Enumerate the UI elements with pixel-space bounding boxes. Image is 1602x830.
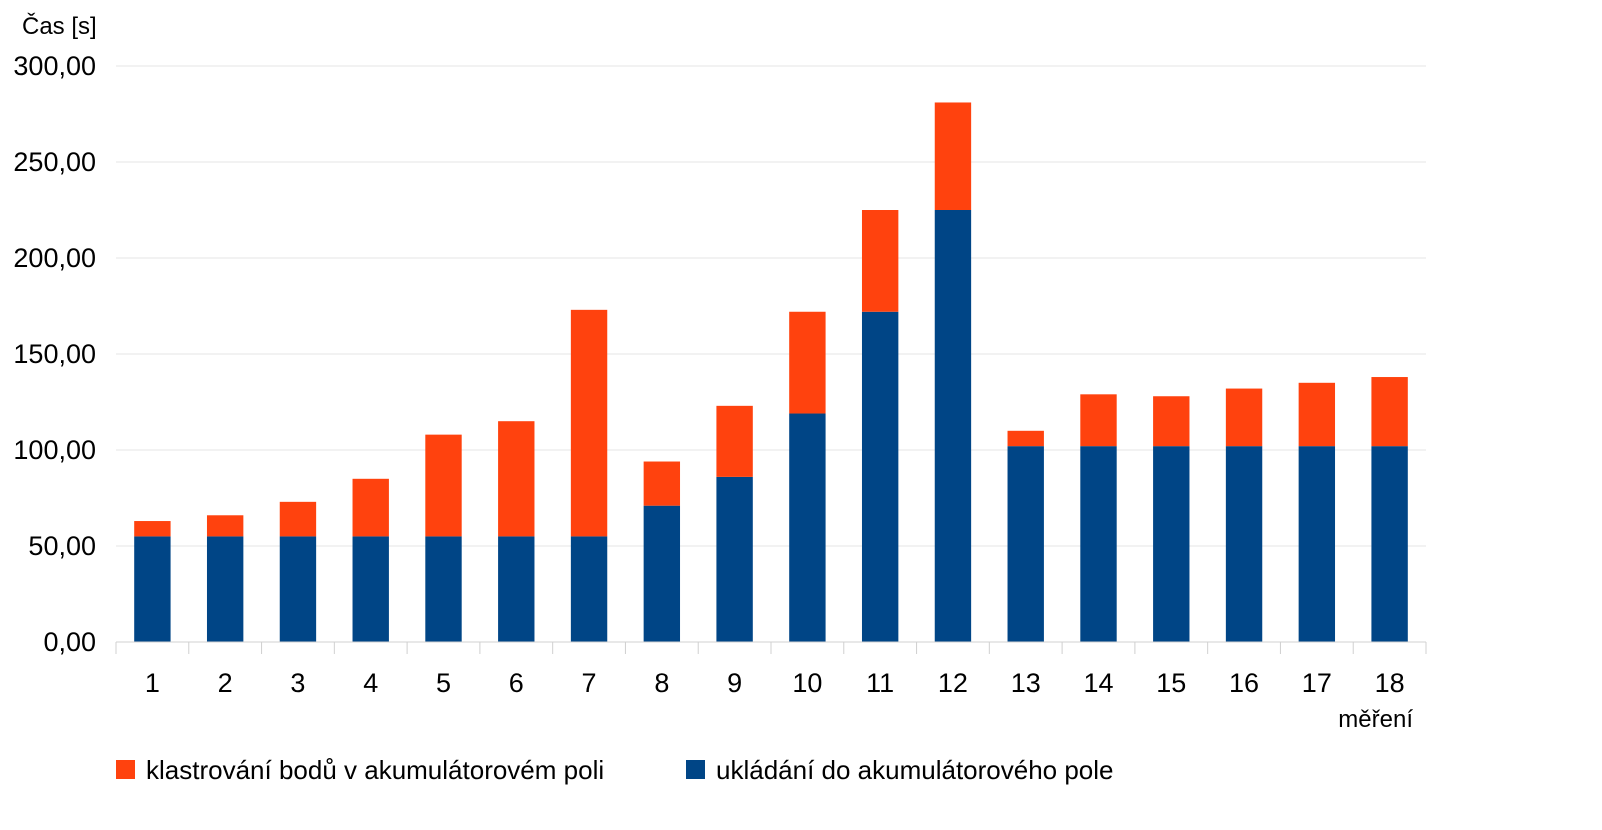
- bar-segment-series-1-cat-18: [1371, 377, 1408, 447]
- bar-segment-series-1-cat-9: [716, 405, 753, 477]
- bar-segment-series-1-cat-2: [206, 515, 244, 537]
- bar-segment-series-0-cat-13: [1007, 446, 1044, 642]
- x-tick-label: 7: [582, 668, 597, 698]
- bar-segment-series-0-cat-15: [1153, 446, 1190, 642]
- legend-swatch: [116, 760, 135, 779]
- grid-lines: [116, 65, 1426, 643]
- x-tick-label: 3: [290, 668, 305, 698]
- bar-segment-series-0-cat-5: [425, 536, 462, 642]
- bar-segment-series-1-cat-17: [1298, 382, 1336, 447]
- bar-segment-series-0-cat-3: [279, 536, 317, 642]
- x-tick-label: 15: [1156, 668, 1186, 698]
- x-tick-label: 17: [1302, 668, 1332, 698]
- bar-segment-series-1-cat-7: [570, 309, 608, 537]
- bar-segment-series-1-cat-8: [643, 461, 681, 506]
- x-tick-label: 12: [938, 668, 968, 698]
- axes: 0,00 50,00 100,00 150,00 200,00 250,00 300,00 1…: [13, 51, 1427, 698]
- x-tick-label: 2: [218, 668, 233, 698]
- legend-label: ukládání do akumulátorového pole: [716, 755, 1114, 785]
- x-tick-label: 9: [727, 668, 742, 698]
- bar-segment-series-1-cat-6: [498, 421, 535, 537]
- bar-segment-series-0-cat-4: [352, 536, 389, 642]
- bar-segment-series-0-cat-9: [716, 476, 753, 642]
- bar-segment-series-1-cat-16: [1225, 388, 1263, 447]
- bars: [134, 102, 1408, 642]
- bar-segment-series-0-cat-1: [134, 536, 171, 642]
- y-axis-title: Čas [s]: [22, 12, 97, 40]
- bar-segment-series-1-cat-3: [279, 501, 317, 537]
- x-tick-label: 18: [1375, 668, 1405, 698]
- x-tick-label: 14: [1083, 668, 1113, 698]
- bar-segment-series-0-cat-12: [934, 210, 972, 642]
- bar-segment-series-1-cat-13: [1007, 430, 1044, 447]
- y-tick-label: 200,00: [13, 243, 96, 273]
- legend: klastrování bodů v akumulátorovém poli uk…: [116, 755, 1114, 785]
- bar-segment-series-0-cat-14: [1080, 446, 1117, 642]
- x-tick-label: 6: [509, 668, 524, 698]
- bar-segment-series-0-cat-6: [498, 536, 535, 642]
- y-tick-label: 300,00: [13, 51, 96, 81]
- bar-segment-series-1-cat-15: [1153, 396, 1190, 447]
- legend-label: klastrování bodů v akumulátorovém poli: [146, 755, 604, 785]
- x-axis-title: měření: [1338, 706, 1413, 733]
- y-tick-label: 0,00: [43, 627, 96, 657]
- bar-segment-series-0-cat-2: [206, 536, 244, 642]
- bar-segment-series-1-cat-14: [1080, 394, 1117, 447]
- bar-segment-series-1-cat-11: [861, 210, 899, 312]
- y-tick-label: 250,00: [13, 147, 96, 177]
- bar-segment-series-1-cat-10: [789, 311, 826, 414]
- x-tick-label: 16: [1229, 668, 1259, 698]
- x-tick-label: 4: [363, 668, 378, 698]
- bar-segment-series-0-cat-7: [570, 536, 608, 642]
- bar-segment-series-1-cat-5: [425, 434, 462, 537]
- bar-segment-series-0-cat-18: [1371, 446, 1408, 642]
- y-tick-label: 100,00: [13, 435, 96, 465]
- y-tick-label: 150,00: [13, 339, 96, 369]
- bar-segment-series-1-cat-4: [352, 478, 389, 537]
- bar-segment-series-0-cat-17: [1298, 446, 1336, 642]
- bar-segment-series-0-cat-10: [789, 413, 826, 642]
- bar-segment-series-0-cat-8: [643, 505, 681, 642]
- x-tick-label: 8: [654, 668, 669, 698]
- x-tick-label: 5: [436, 668, 451, 698]
- bar-segment-series-1-cat-12: [934, 102, 972, 210]
- legend-swatch: [686, 760, 705, 779]
- x-tick-label: 13: [1011, 668, 1041, 698]
- y-tick-label: 50,00: [28, 531, 96, 561]
- bar-segment-series-0-cat-16: [1225, 446, 1263, 642]
- x-tick-label: 10: [792, 668, 822, 698]
- bar-segment-series-1-cat-1: [134, 521, 171, 537]
- bar-segment-series-0-cat-11: [861, 311, 899, 642]
- x-tick-label: 1: [145, 668, 160, 698]
- x-tick-label: 11: [866, 668, 894, 698]
